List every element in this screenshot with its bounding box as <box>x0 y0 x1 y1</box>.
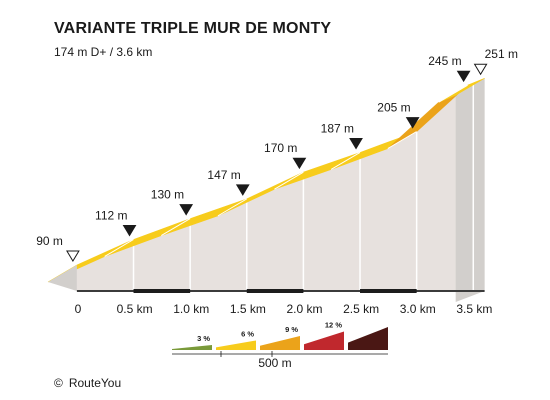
profile-end-face <box>455 78 485 303</box>
segment-divider <box>387 131 417 150</box>
elevation-label: 187 m <box>321 121 354 135</box>
elevation-label: 112 m <box>95 208 127 222</box>
elevation-marker <box>179 204 194 216</box>
segment-divider <box>274 171 304 190</box>
elevation-label: 170 m <box>264 141 297 155</box>
profile-layer <box>47 77 485 303</box>
legend-swatch <box>304 331 344 350</box>
chart-title: VARIANTE TRIPLE MUR DE MONTY <box>54 20 332 37</box>
elevation-marker <box>66 250 80 262</box>
x-tick-label: 1.5 km <box>230 302 266 316</box>
x-tick-label: 3.0 km <box>400 302 436 316</box>
legend-label: 6 % <box>241 330 254 339</box>
scale-bar-label: 500 m <box>258 356 291 370</box>
legend-label: 12 % <box>325 321 342 330</box>
segment-divider <box>217 198 248 217</box>
segment-divider <box>438 84 468 103</box>
legend-label: 3 % <box>197 334 210 343</box>
elevation-labels-layer: 90 m 112 m 130 m 147 m 170 m 187 m 205 m 245 m 2… <box>36 47 518 262</box>
x-tick-label: 0 <box>75 302 82 316</box>
elevation-marker <box>405 117 420 129</box>
elevation-label: 205 m <box>377 101 410 115</box>
credit: © RouteYou <box>54 376 121 390</box>
legend-swatch <box>172 345 212 350</box>
profile-left-face <box>48 265 77 291</box>
x-axis-layer: 0 0.5 km 1.0 km 1.5 km 2.0 km 2.5 km 3.0 km 3.5… <box>75 302 493 316</box>
x-tick-label: 2.5 km <box>343 302 379 316</box>
segment-divider <box>104 239 134 257</box>
legend-swatch <box>216 340 256 350</box>
x-tick-label: 1.0 km <box>173 302 209 316</box>
elevation-marker <box>235 184 250 196</box>
legend-label: 9 % <box>285 325 298 334</box>
elevation-marker <box>122 224 137 237</box>
elevation-label: 90 m <box>36 234 63 248</box>
grade-legend: 3 % 6 % 9 % 12 % 500 m <box>172 321 388 370</box>
segment-divider <box>330 152 361 170</box>
elevation-marker <box>473 63 488 76</box>
x-tick-label: 3.5 km <box>456 302 492 316</box>
elevation-label: 251 m <box>485 47 518 61</box>
elevation-label: 130 m <box>151 188 184 202</box>
copyright-icon: © <box>54 376 63 390</box>
legend-swatch <box>348 327 388 350</box>
segment-divider <box>160 218 191 237</box>
x-tick-label: 2.0 km <box>286 302 322 316</box>
elevation-marker <box>456 70 471 83</box>
elevation-marker <box>349 137 363 150</box>
elevation-label: 147 m <box>207 168 240 182</box>
chart-subtitle: 174 m D+ / 3.6 km <box>54 45 153 59</box>
elevation-label: 245 m <box>428 54 461 68</box>
legend-swatch <box>260 336 300 350</box>
credit-text: RouteYou <box>68 376 122 390</box>
x-tick-label: 0.5 km <box>117 302 153 316</box>
elevation-marker <box>292 157 307 170</box>
